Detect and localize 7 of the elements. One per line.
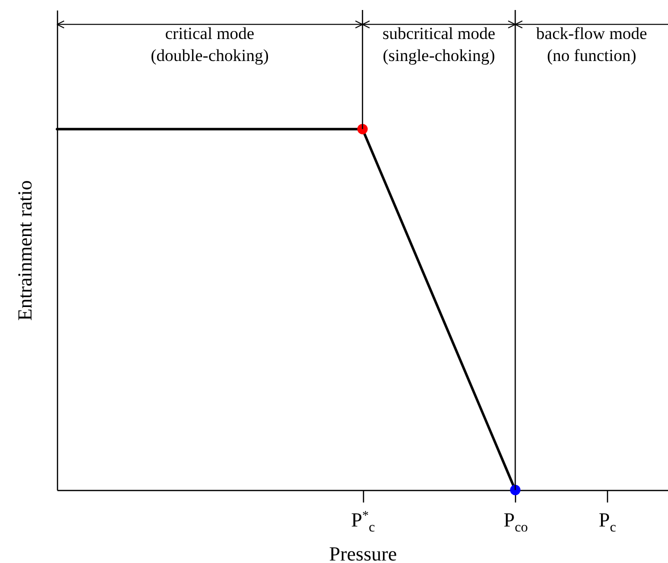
- x-axis-title: Pressure: [329, 544, 398, 563]
- text: back-flow mode (no function): [536, 24, 648, 66]
- text: subcritical mode (single-choking): [382, 24, 496, 66]
- x-tick-label: P$_{c}$: [598, 510, 616, 536]
- y-axis-title: Entrainment ratio: [14, 180, 36, 321]
- x-tick-label: P$_{co}$: [504, 510, 528, 536]
- text: critical mode (double-choking): [150, 24, 269, 66]
